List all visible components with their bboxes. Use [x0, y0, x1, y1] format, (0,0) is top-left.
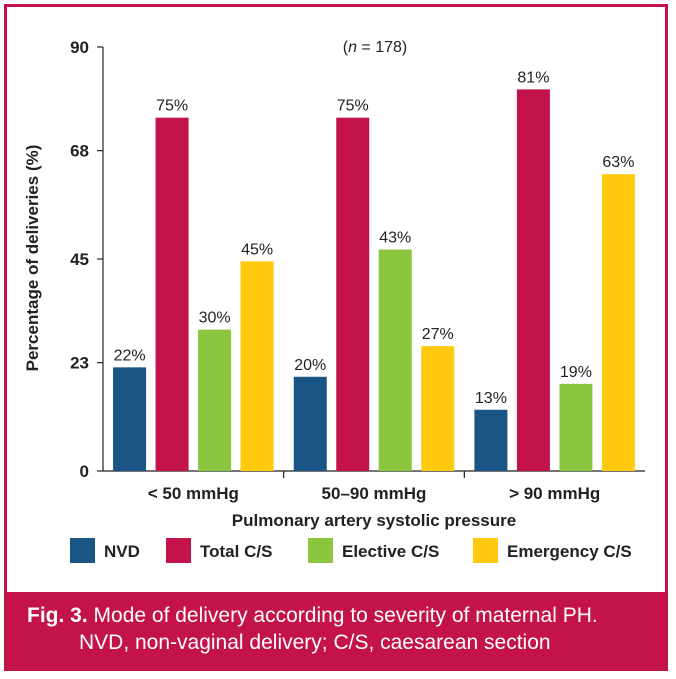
bar	[601, 174, 635, 471]
y-tick-label: 0	[80, 462, 89, 481]
legend-swatch	[308, 538, 333, 563]
bar	[516, 89, 550, 472]
legend-swatch	[166, 538, 191, 563]
bar	[421, 346, 455, 471]
bar-value-label: 19%	[560, 364, 592, 381]
bar-value-label: 63%	[602, 154, 634, 171]
bar-value-label: 20%	[294, 357, 326, 374]
caption-line-1: Mode of delivery according to severity o…	[87, 604, 598, 627]
y-tick-label: 90	[70, 38, 89, 57]
bar	[293, 376, 327, 471]
x-axis-title: Pulmonary artery systolic pressure	[232, 511, 516, 530]
y-axis: 0 23 45 68 90	[70, 38, 104, 481]
bar-chart: 0 23 45 68 90 < 50 mmHg 50–90 mmHg > 90 mmHg 2…	[23, 38, 645, 563]
bar	[378, 249, 412, 471]
legend-label: NVD	[104, 542, 140, 561]
x-axis: < 50 mmHg 50–90 mmHg > 90 mmHg	[103, 470, 645, 503]
bar	[474, 409, 508, 471]
sample-size-annotation: (n = 178)	[343, 39, 408, 56]
legend-label: Emergency C/S	[507, 542, 632, 561]
bar-value-label: 45%	[241, 241, 273, 258]
bar	[155, 117, 189, 472]
bars: 22% 75% 30% 45% 20% 75% 43% 27% 13% 81% 19% 63%	[113, 69, 635, 472]
bar-value-label: 81%	[517, 69, 549, 86]
bar	[198, 329, 232, 471]
legend-label: Total C/S	[200, 542, 272, 561]
caption-line-2: NVD, non-vaginal delivery; C/S, caesarea…	[79, 631, 551, 654]
x-tick-label: < 50 mmHg	[148, 484, 239, 503]
bar-value-label: 30%	[199, 310, 231, 327]
legend-swatch	[70, 538, 95, 563]
y-tick-label: 45	[70, 250, 89, 269]
x-tick-label: > 90 mmHg	[509, 484, 600, 503]
bar	[240, 261, 274, 471]
legend: NVD Total C/S Elective C/S Emergency C/S	[70, 538, 632, 563]
figure-caption: Fig. 3. Mode of delivery according to se…	[7, 592, 665, 668]
bar-value-label: 75%	[337, 98, 369, 115]
y-tick-label: 68	[70, 142, 89, 161]
bar-value-label: 22%	[114, 347, 146, 364]
legend-swatch	[473, 538, 498, 563]
bar	[113, 367, 147, 471]
bar-value-label: 75%	[156, 98, 188, 115]
bar-value-label: 43%	[379, 230, 411, 247]
x-tick-label: 50–90 mmHg	[322, 484, 427, 503]
bar-value-label: 13%	[475, 390, 507, 407]
y-tick-label: 23	[70, 354, 89, 373]
figure-number: Fig. 3.	[27, 604, 88, 627]
legend-label: Elective C/S	[342, 542, 439, 561]
figure-frame	[4, 4, 668, 671]
bar	[336, 117, 370, 472]
bar-value-label: 27%	[422, 326, 454, 343]
bar	[559, 383, 593, 471]
y-axis-title: Percentage of deliveries (%)	[23, 145, 42, 372]
